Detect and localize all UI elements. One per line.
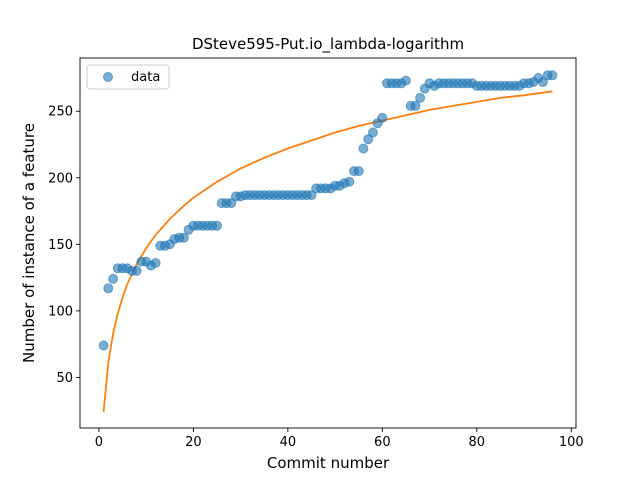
data-point (226, 198, 237, 209)
data-point (363, 134, 374, 145)
y-tick-label: 250 (48, 105, 73, 120)
x-tick-label: 0 (95, 435, 103, 450)
x-tick-label: 40 (280, 435, 297, 450)
chart-title: DSteve595-Put.io_lambda-logarithm (192, 35, 464, 54)
data-point (103, 283, 114, 294)
legend-box (86, 64, 170, 90)
data-point (131, 265, 142, 276)
x-tick-label: 80 (469, 435, 486, 450)
y-axis-label: Number of instance of a feature (20, 123, 38, 363)
data-point (306, 190, 317, 201)
fit-line (102, 90, 553, 413)
data-point (410, 100, 421, 111)
legend: data (86, 64, 170, 90)
y-tick-label: 50 (56, 371, 73, 386)
data-point (344, 176, 355, 187)
x-axis-label: Commit number (267, 454, 390, 472)
legend-marker (103, 72, 113, 82)
data-point (108, 273, 119, 284)
plot-area: 0 20 40 60 80 100 50 100 150 200 250 (48, 57, 584, 450)
data-point (98, 340, 109, 351)
data-point (150, 258, 161, 268)
x-tick-label: 60 (374, 435, 391, 450)
data-point (212, 220, 222, 231)
data-point (377, 112, 388, 123)
x-tick-label: 100 (559, 435, 584, 450)
data-point (547, 70, 558, 81)
data-point (367, 127, 378, 138)
axes-frame (79, 57, 577, 429)
data-point (178, 232, 189, 243)
data-point (537, 77, 548, 87)
y-tick-label: 150 (48, 238, 73, 253)
data-point (400, 75, 411, 86)
data-point (358, 143, 369, 154)
y-tick-label: 100 (48, 304, 73, 319)
data-point (415, 92, 426, 103)
data-point (353, 166, 364, 177)
legend-label: data (131, 70, 160, 85)
y-tick-label: 200 (48, 171, 73, 186)
x-tick-label: 20 (185, 435, 202, 450)
